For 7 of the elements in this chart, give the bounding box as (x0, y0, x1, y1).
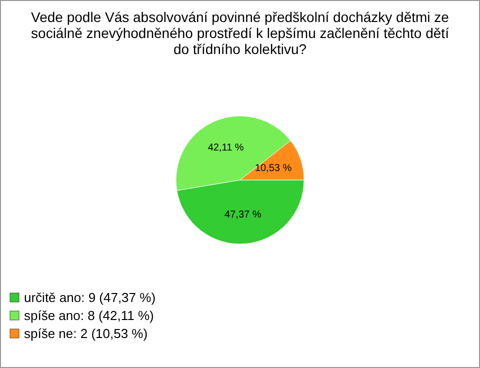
legend-label: určitě ano: 9 (47,37 %) (24, 290, 156, 305)
chart-title: Vede podle Vás absolvování povinné předškolní docházky dětmi ze sociálně znevýhodněného prostředí k lepšímu začlenění těchto dětí do třídního kolektivu? (31, 9, 450, 57)
data-label: 47,37 % (224, 210, 262, 221)
data-label: 42,11 % (208, 142, 244, 154)
legend-label: spíše ne: 2 (10,53 %) (24, 326, 148, 341)
data-label: 10,53 % (254, 163, 292, 174)
legend-label: spíše ano: 8 (42,11 %) (24, 308, 154, 323)
